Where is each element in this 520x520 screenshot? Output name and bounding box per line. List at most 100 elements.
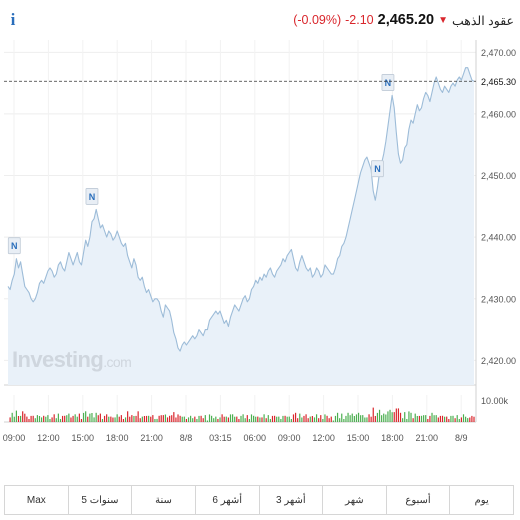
volume-bar bbox=[110, 416, 112, 422]
volume-bar bbox=[175, 417, 177, 422]
volume-bar bbox=[103, 415, 106, 422]
volume-bar bbox=[122, 419, 125, 422]
volume-bar bbox=[51, 417, 53, 422]
volume-bar bbox=[259, 417, 261, 422]
volume-bar bbox=[70, 417, 72, 422]
volume-bar bbox=[347, 412, 349, 422]
volume-bar bbox=[129, 416, 131, 422]
range-button[interactable]: يوم bbox=[449, 486, 513, 514]
volume-bar bbox=[64, 415, 66, 422]
volume-bar bbox=[217, 419, 219, 422]
volume-bar bbox=[336, 412, 339, 422]
down-arrow-icon: ▼ bbox=[438, 14, 448, 26]
volume-bar bbox=[290, 419, 292, 422]
volume-bar bbox=[269, 419, 271, 422]
volume-bar bbox=[282, 415, 284, 422]
info-icon[interactable]: i bbox=[10, 10, 16, 29]
volume-bar bbox=[13, 416, 15, 422]
volume-bar bbox=[30, 415, 32, 422]
volume-bar bbox=[148, 415, 150, 422]
volume-bar bbox=[326, 415, 328, 422]
volume-bar bbox=[280, 419, 282, 422]
volume-bar bbox=[454, 418, 456, 422]
volume-bar bbox=[59, 419, 62, 422]
volume-bar bbox=[372, 407, 374, 422]
volume-bar bbox=[78, 413, 80, 422]
range-button[interactable]: أسبوع bbox=[385, 486, 450, 514]
range-button[interactable]: 3 أشهر bbox=[258, 486, 323, 514]
volume-bar bbox=[154, 419, 156, 422]
range-button[interactable]: سنة bbox=[131, 486, 195, 514]
volume-bar bbox=[114, 417, 116, 422]
watermark-brand: Investing bbox=[12, 347, 103, 372]
volume-bar bbox=[452, 415, 454, 422]
volume-bar bbox=[192, 418, 194, 422]
price-line bbox=[7, 67, 475, 352]
volume-bar bbox=[22, 411, 24, 422]
volume-bar bbox=[101, 419, 104, 422]
news-marker-box bbox=[371, 160, 384, 178]
range-button[interactable]: Max bbox=[26, 494, 46, 506]
range-button[interactable]: 6 أشهر bbox=[194, 486, 259, 514]
volume-bar bbox=[404, 412, 406, 422]
volume-bar bbox=[223, 416, 225, 422]
volume-bar bbox=[456, 415, 458, 422]
volume-bar bbox=[315, 414, 318, 422]
volume-bar bbox=[238, 419, 240, 422]
volume-bar bbox=[169, 415, 171, 422]
volume-bar bbox=[160, 415, 162, 422]
news-marker-box bbox=[85, 188, 99, 205]
volume-bar bbox=[127, 411, 129, 422]
volume-bar bbox=[45, 416, 47, 422]
volume-bar bbox=[423, 415, 425, 422]
volume-bar bbox=[353, 416, 355, 422]
volume-bar bbox=[17, 416, 20, 422]
volume-bar bbox=[397, 408, 400, 422]
range-button[interactable]: شهر bbox=[322, 486, 386, 514]
volume-bar bbox=[297, 418, 299, 422]
volume-bar bbox=[439, 415, 442, 422]
volume-bar bbox=[320, 415, 322, 422]
volume-bar bbox=[173, 412, 175, 422]
volume-bar bbox=[309, 416, 311, 422]
volume-bar bbox=[137, 411, 139, 422]
volume-bar bbox=[74, 414, 76, 422]
volume-bar bbox=[179, 415, 181, 422]
volume-bar bbox=[441, 415, 444, 422]
volume-bar bbox=[108, 416, 110, 422]
y-tick-label: 2,470.00 bbox=[481, 48, 516, 58]
y-tick-label: 2,420.00 bbox=[481, 356, 516, 366]
volume-bar bbox=[11, 412, 13, 422]
volume-bar bbox=[240, 415, 242, 422]
volume-bar bbox=[305, 414, 307, 422]
volume-bar bbox=[383, 413, 385, 422]
volume-bar bbox=[334, 415, 337, 422]
volume-bar bbox=[418, 415, 421, 422]
volume-bar bbox=[307, 418, 309, 422]
volume-bar bbox=[458, 419, 460, 422]
volume-bar bbox=[85, 411, 87, 422]
volume-bar bbox=[32, 415, 34, 422]
volume-bar bbox=[187, 417, 190, 422]
volume-bar bbox=[318, 418, 320, 422]
volume-bar bbox=[370, 416, 372, 422]
volume-bar bbox=[185, 419, 188, 422]
volume-bar bbox=[410, 412, 412, 422]
volume-bar bbox=[194, 416, 196, 422]
volume-bar bbox=[26, 416, 28, 422]
price-chart[interactable]: N N N N Investing.com 2,465.30 2,420.00 2,43… bbox=[0, 40, 520, 445]
volume-bar bbox=[460, 417, 463, 422]
volume-bar bbox=[322, 419, 324, 422]
volume-bar bbox=[112, 417, 114, 422]
volume-bar bbox=[95, 412, 97, 422]
volume-bar bbox=[208, 414, 211, 422]
volume-bar bbox=[250, 414, 253, 422]
volume-bar bbox=[437, 417, 439, 422]
volume-bar bbox=[131, 415, 133, 422]
volume-bar bbox=[124, 417, 127, 422]
range-button[interactable]: 5 سنوات bbox=[67, 486, 132, 514]
volume-bar bbox=[446, 416, 448, 422]
volume-bar bbox=[393, 412, 395, 422]
volume-bar bbox=[332, 420, 334, 422]
volume-bar bbox=[36, 415, 38, 422]
